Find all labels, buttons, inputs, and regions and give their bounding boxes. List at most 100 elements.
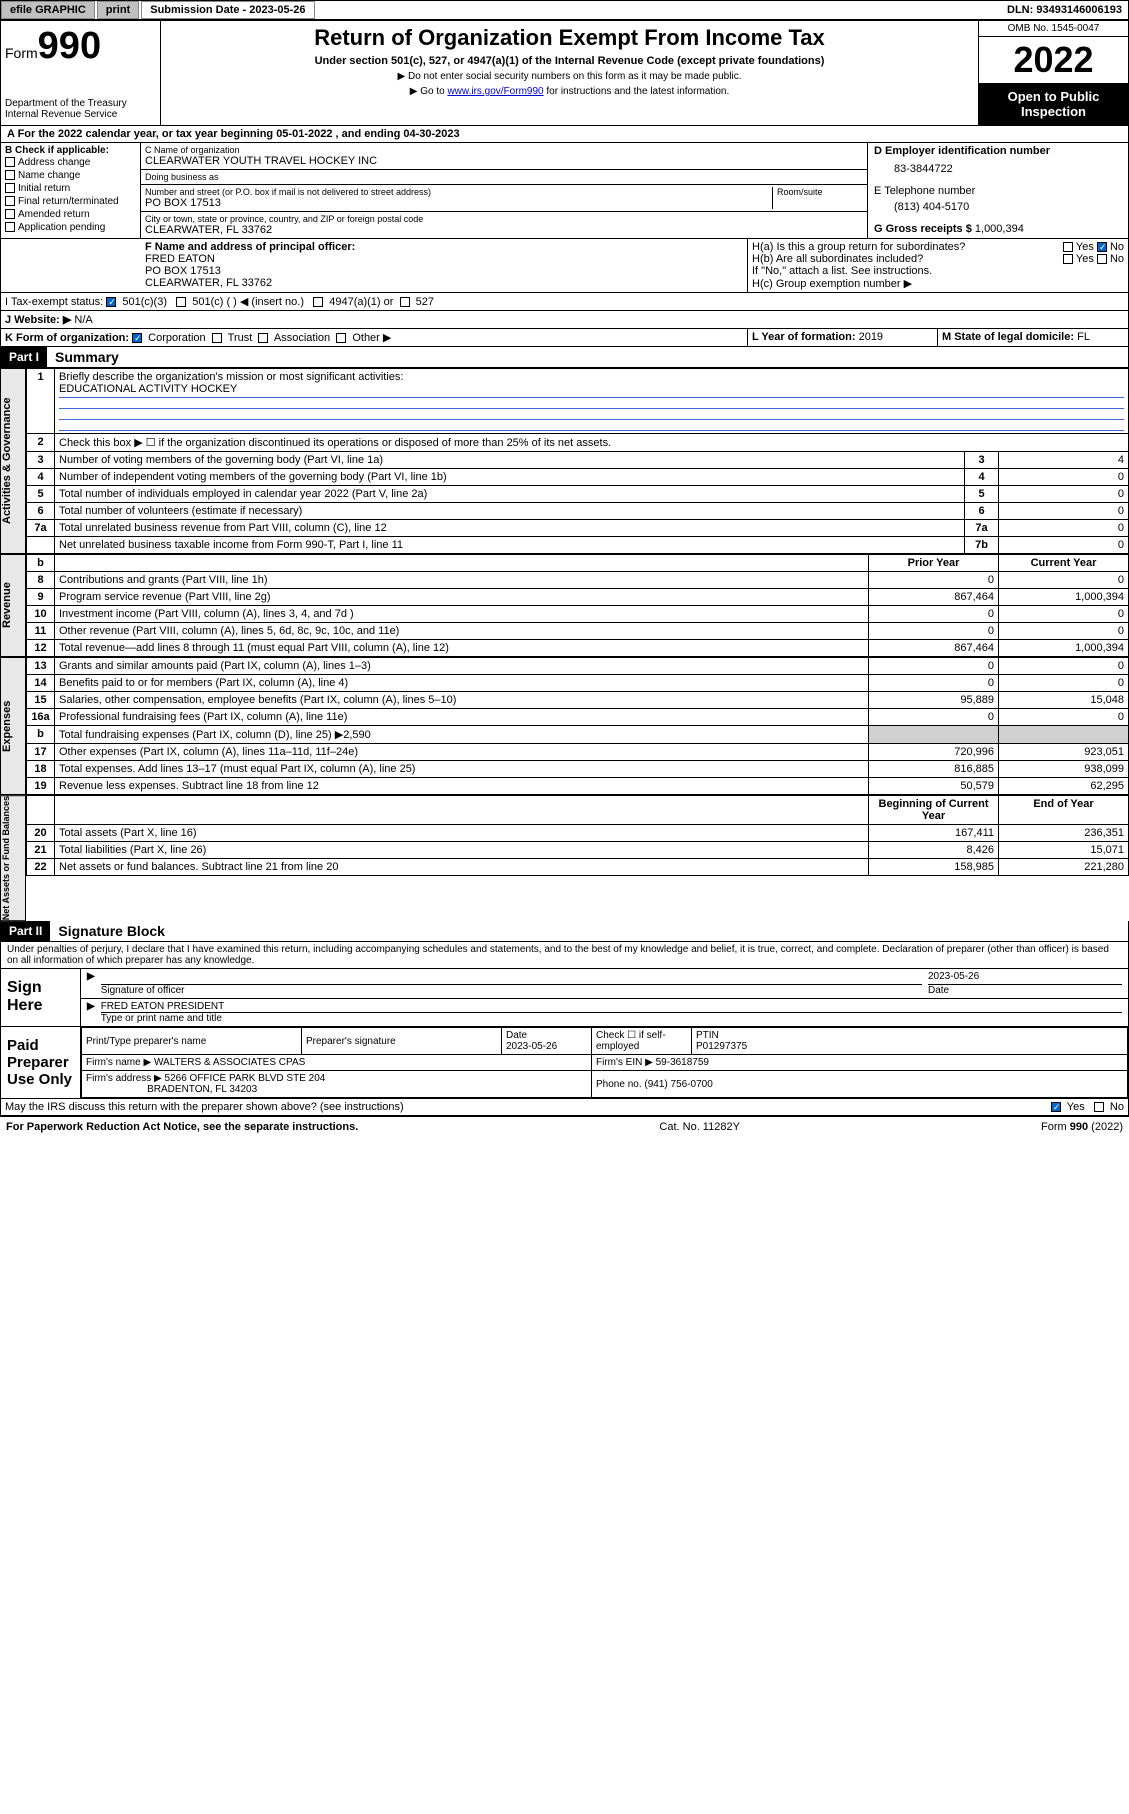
arrow-icon: ▶ xyxy=(87,1001,95,1024)
section-fh: F Name and address of principal officer:… xyxy=(0,239,1129,293)
j-label: J Website: ▶ xyxy=(5,314,71,326)
check-yes[interactable] xyxy=(1051,1102,1061,1112)
ha-label: H(a) Is this a group return for subordin… xyxy=(752,241,965,253)
sidebar-netassets: Net Assets or Fund Balances xyxy=(0,795,26,921)
hdr-prior: Prior Year xyxy=(869,555,999,572)
opt-amended: Amended return xyxy=(18,209,90,220)
table-row: 12Total revenue—add lines 8 through 11 (… xyxy=(27,640,1129,657)
sig-officer-label: Signature of officer xyxy=(101,985,922,996)
table-row: 9Program service revenue (Part VIII, lin… xyxy=(27,589,1129,606)
room-label: Room/suite xyxy=(777,187,863,197)
table-row: 7aTotal unrelated business revenue from … xyxy=(27,520,1129,537)
part1-header: Part I Summary xyxy=(0,347,1129,368)
irs-link[interactable]: www.irs.gov/Form990 xyxy=(447,86,543,97)
check-assoc[interactable] xyxy=(258,333,268,343)
ptin-value: P01297375 xyxy=(696,1041,747,1052)
form-prefix: Form xyxy=(5,45,38,61)
table-row: 11Other revenue (Part VIII, column (A), … xyxy=(27,623,1129,640)
website-value: N/A xyxy=(74,314,92,326)
omb-number: OMB No. 1545-0047 xyxy=(979,21,1128,37)
phone-label: E Telephone number xyxy=(874,185,1122,197)
state-domicile: FL xyxy=(1077,331,1090,343)
section-i: I Tax-exempt status: 501(c)(3) 501(c) ( … xyxy=(0,293,1129,311)
dept-treasury: Department of the Treasury xyxy=(5,98,156,109)
hb-note: If "No," attach a list. See instructions… xyxy=(752,265,1124,277)
check-amended[interactable]: Amended return xyxy=(5,208,136,221)
may-irs-label: May the IRS discuss this return with the… xyxy=(5,1101,404,1113)
table-row: 18Total expenses. Add lines 13–17 (must … xyxy=(27,761,1129,778)
check-corp[interactable] xyxy=(132,333,142,343)
hb-label: H(b) Are all subordinates included? xyxy=(752,253,923,265)
summary-table-ag: 1 Briefly describe the organization's mi… xyxy=(26,368,1129,554)
form-number: Form990 xyxy=(5,25,156,68)
check-501c3[interactable] xyxy=(106,297,116,307)
check-address[interactable]: Address change xyxy=(5,156,136,169)
header-right: OMB No. 1545-0047 2022 Open to Public In… xyxy=(978,21,1128,125)
check-other[interactable] xyxy=(336,333,346,343)
check-name[interactable]: Name change xyxy=(5,169,136,182)
l-label: L Year of formation: xyxy=(752,331,856,343)
goto-note: ▶ Go to www.irs.gov/Form990 for instruct… xyxy=(169,86,970,97)
ssn-note: ▶ Do not enter social security numbers o… xyxy=(169,71,970,82)
table-row: 14Benefits paid to or for members (Part … xyxy=(27,675,1129,692)
firm-addr2: BRADENTON, FL 34203 xyxy=(147,1084,257,1095)
note2-pre: ▶ Go to xyxy=(410,86,448,97)
identity-block: B Check if applicable: Address change Na… xyxy=(0,143,1129,239)
may-irs-row: May the IRS discuss this return with the… xyxy=(0,1099,1129,1116)
opt-initial: Initial return xyxy=(18,183,70,194)
check-no[interactable] xyxy=(1094,1102,1104,1112)
q2-label: Check this box ▶ ☐ if the organization d… xyxy=(55,434,1129,452)
table-row: 21Total liabilities (Part X, line 26)8,4… xyxy=(27,842,1129,859)
prep-sig-label: Preparer's signature xyxy=(302,1028,502,1055)
summary-table-rev: bPrior YearCurrent Year 8Contributions a… xyxy=(26,554,1129,657)
table-row: 13Grants and similar amounts paid (Part … xyxy=(27,658,1129,675)
note2-post: for instructions and the latest informat… xyxy=(544,86,730,97)
check-initial[interactable]: Initial return xyxy=(5,182,136,195)
gross-value: 1,000,394 xyxy=(975,223,1024,235)
header-left: Form990 Department of the Treasury Inter… xyxy=(1,21,161,125)
opt-trust: Trust xyxy=(228,332,253,344)
table-row: 10Investment income (Part VIII, column (… xyxy=(27,606,1129,623)
check-pending[interactable]: Application pending xyxy=(5,221,136,234)
cat-no: Cat. No. 11282Y xyxy=(659,1121,740,1133)
table-row: 15Salaries, other compensation, employee… xyxy=(27,692,1129,709)
sig-date: 2023-05-26 xyxy=(928,971,1122,985)
prep-date-label: Date xyxy=(506,1030,527,1041)
summary-table-net: Beginning of Current YearEnd of Year 20T… xyxy=(26,795,1129,876)
ptin-label: PTIN xyxy=(696,1030,719,1041)
topbar: efile GRAPHIC print Submission Date - 20… xyxy=(0,0,1129,21)
city-value: CLEARWATER, FL 33762 xyxy=(145,224,863,236)
open-to-public: Open to Public Inspection xyxy=(979,83,1128,125)
officer-addr2: CLEARWATER, FL 33762 xyxy=(145,277,743,289)
table-row: 19Revenue less expenses. Subtract line 1… xyxy=(27,778,1129,795)
table-row: 4Number of independent voting members of… xyxy=(27,469,1129,486)
gross-receipts: G Gross receipts $ 1,000,394 xyxy=(874,223,1122,235)
check-4947[interactable] xyxy=(313,297,323,307)
ha-line: H(a) Is this a group return for subordin… xyxy=(752,241,1124,253)
opt-other: Other ▶ xyxy=(352,332,391,344)
submission-date: Submission Date - 2023-05-26 xyxy=(141,1,314,19)
prep-date: 2023-05-26 xyxy=(506,1041,557,1052)
part2-title: Signature Block xyxy=(50,923,165,939)
check-501c[interactable] xyxy=(176,297,186,307)
ein-value: 83-3844722 xyxy=(874,157,1122,185)
org-name: CLEARWATER YOUTH TRAVEL HOCKEY INC xyxy=(145,155,863,167)
preparer-table: Print/Type preparer's name Preparer's si… xyxy=(81,1027,1128,1098)
firm-addr1: 5266 OFFICE PARK BLVD STE 204 xyxy=(165,1073,326,1084)
hdr-begin: Beginning of Current Year xyxy=(869,796,999,825)
sign-here-label: Sign Here xyxy=(1,969,81,1026)
tax-year: 2022 xyxy=(979,37,1128,83)
check-final[interactable]: Final return/terminated xyxy=(5,195,136,208)
check-527[interactable] xyxy=(400,297,410,307)
expenses-block: Expenses 13Grants and similar amounts pa… xyxy=(0,657,1129,795)
table-row: 3Number of voting members of the governi… xyxy=(27,452,1129,469)
paid-preparer-label: Paid Preparer Use Only xyxy=(1,1027,81,1098)
check-trust[interactable] xyxy=(212,333,222,343)
opt-pending: Application pending xyxy=(18,222,105,233)
sidebar-revenue: Revenue xyxy=(0,554,26,657)
q1-label: Briefly describe the organization's miss… xyxy=(59,371,403,383)
irs-label: Internal Revenue Service xyxy=(5,109,156,120)
header-mid: Return of Organization Exempt From Incom… xyxy=(161,21,978,125)
print-button[interactable]: print xyxy=(97,1,139,19)
hb-line: H(b) Are all subordinates included? Yes … xyxy=(752,253,1124,265)
